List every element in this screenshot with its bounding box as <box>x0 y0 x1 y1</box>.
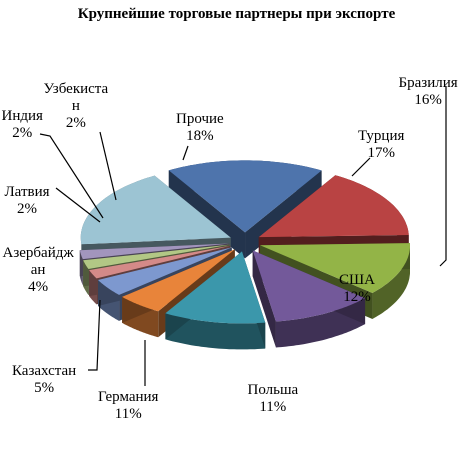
leader-line-10 <box>351 157 371 177</box>
chart-title: Крупнейшие торговые партнеры при экспорт… <box>77 6 396 22</box>
slice-label-value: 11% <box>259 399 287 415</box>
slice-label-name: Азербайдж <box>2 245 74 261</box>
slice-label-1: США 12% <box>339 272 375 306</box>
slice-label-name: Казахстан <box>12 363 77 379</box>
slice-label-name: Бразилия <box>398 75 458 91</box>
slice-label-5: Азербайдж ан 4% <box>3 245 74 296</box>
slice-label-value: 16% <box>414 92 442 108</box>
slice-label-value: 2% <box>65 115 86 131</box>
slice-label-value: 18% <box>186 128 214 144</box>
slice-США <box>260 243 410 293</box>
leader-line-9 <box>182 145 189 161</box>
slice-Узбекистан <box>79 243 230 260</box>
leader-line-6 <box>55 187 101 223</box>
slice-side-1 <box>372 243 410 319</box>
slice-label-name: н <box>71 98 80 114</box>
slice-label-value: 11% <box>114 406 142 422</box>
slice-label-value: 12% <box>343 289 371 305</box>
slice-label-name: Прочие <box>176 111 224 127</box>
slice-label-3: Германия 11% <box>98 389 158 423</box>
slice-label-4: Казахстан 5% <box>12 363 76 397</box>
slice-Латвия <box>89 245 231 279</box>
slice-label-2: Польша 11% <box>248 382 299 416</box>
slice-label-name: США <box>339 272 375 288</box>
slice-label-name: Индия <box>1 108 43 124</box>
slice-wall-2-1 <box>252 250 276 348</box>
slice-label-7: Индия 2% <box>2 108 43 142</box>
slice-label-0: Бразилия 16% <box>399 75 458 109</box>
slice-Прочие <box>80 175 231 245</box>
slice-Индия <box>83 244 230 269</box>
slice-label-value: 4% <box>28 279 49 295</box>
slice-label-6: Латвия 2% <box>5 184 50 218</box>
slice-label-10: Турция 17% <box>358 128 404 162</box>
leader-line-4 <box>88 299 101 371</box>
slice-Азербайджан <box>98 247 232 295</box>
leader-line-7 <box>39 133 104 219</box>
slice-label-value: 2% <box>17 201 37 217</box>
slice-label-name: ан <box>30 262 46 278</box>
slice-label-value: 17% <box>367 145 395 161</box>
slice-label-name: Турция <box>358 128 405 144</box>
slice-side-3 <box>165 313 266 350</box>
leader-line-8 <box>99 131 117 201</box>
leader-line-0 <box>439 86 447 267</box>
slice-label-value: 2% <box>12 125 33 141</box>
slice-label-name: Латвия <box>4 184 50 200</box>
slice-label-name: Германия <box>98 389 159 405</box>
slice-Польша <box>252 250 366 322</box>
slice-label-8: Узбекиста н 2% <box>44 81 109 132</box>
slice-Германия <box>165 251 266 324</box>
slice-label-9: Прочие 18% <box>176 111 224 145</box>
slice-Бразилия <box>258 175 409 238</box>
slice-Казахстан <box>122 249 235 312</box>
slice-label-value: 5% <box>34 380 55 396</box>
slice-wall-5-1 <box>98 247 232 306</box>
slice-label-name: Польша <box>247 382 299 398</box>
slice-Турция <box>168 160 322 233</box>
slice-label-name: Узбекиста <box>43 81 109 97</box>
